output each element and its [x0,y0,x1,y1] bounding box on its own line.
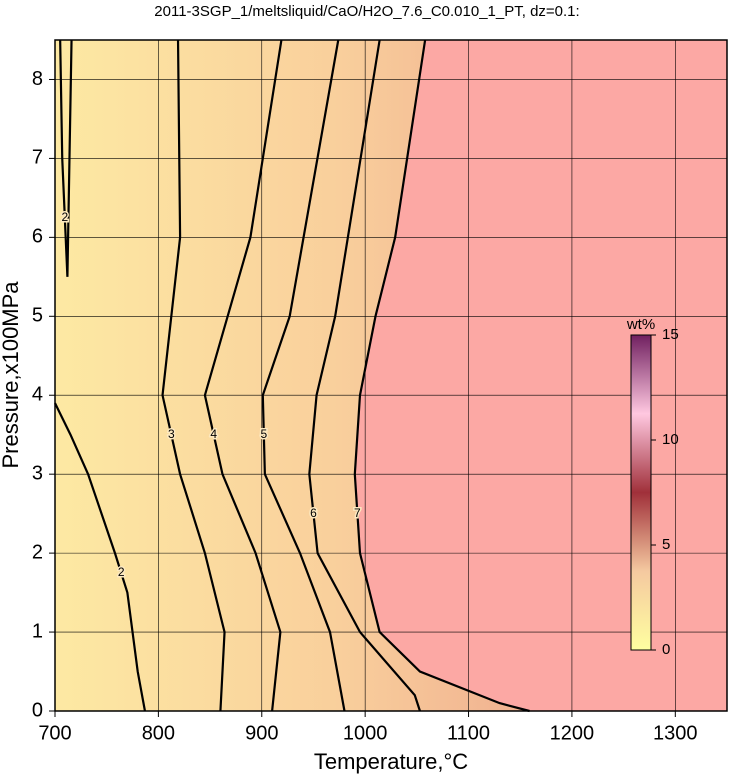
colorbar-label: wt% [626,316,655,333]
y-tick-label: 6 [32,226,43,248]
colorbar-tick-label: 0 [662,641,670,658]
x-tick-label: 800 [142,722,175,744]
x-tick-label: 1300 [653,722,698,744]
y-tick-label: 8 [32,68,43,90]
y-axis-label: Pressure,x100MPa [0,281,23,469]
contour-label: 6 [310,506,317,520]
chart-title: 2011-3SGP_1/meltsliquid/CaO/H2O_7.6_C0.0… [154,3,579,20]
contour-label: 2 [61,210,68,224]
y-tick-label: 7 [32,147,43,169]
y-tick-label: 4 [32,384,43,406]
colorbar-tick-label: 10 [662,431,679,448]
contour-line [54,402,147,712]
y-tick-label: 3 [32,462,43,484]
colorbar-tick-label: 15 [662,326,679,343]
contour-line [203,39,283,712]
x-axis-label: Temperature,°C [314,749,468,774]
colorbar [630,334,652,651]
contour-label: 7 [354,506,361,520]
x-tick-label: 900 [245,722,278,744]
x-tick-label: 1200 [550,722,595,744]
contour-label: 4 [210,427,217,441]
contour-line [308,39,421,712]
contour-label: 5 [260,427,267,441]
x-tick-label: 700 [38,722,71,744]
x-tick-label: 1100 [447,722,490,744]
y-tick-label: 2 [32,541,43,563]
contour-line [59,39,73,277]
contour-label: 2 [118,565,125,579]
contour-label: 3 [168,427,175,441]
y-tick-label: 5 [32,305,43,327]
plot-frame [54,39,728,712]
contour-line [353,39,530,713]
colorbar-tick-label: 5 [662,536,670,553]
contour-line [261,39,346,712]
y-tick-label: 1 [32,620,43,642]
contour-line [161,39,226,712]
y-tick-label: 0 [32,699,43,721]
melt-region [55,40,530,711]
x-tick-label: 1000 [343,722,388,744]
